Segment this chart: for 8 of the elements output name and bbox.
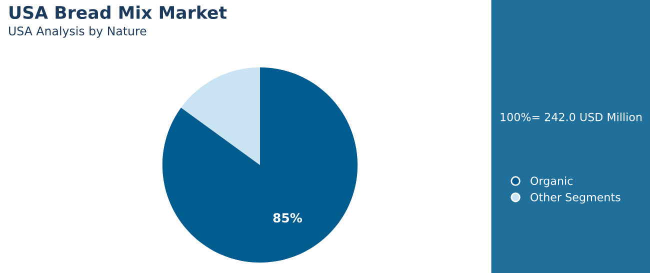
data-label: 85% xyxy=(273,213,302,223)
chart-subtitle: USA Analysis by Nature xyxy=(9,26,146,38)
chart-title: USA Bread Mix Market xyxy=(10,6,227,20)
text: 100%= 242.0 USD Million xyxy=(500,112,642,122)
legend-label: Other Segments xyxy=(530,192,620,204)
pie-slice xyxy=(162,67,358,263)
legend-label: Organic xyxy=(530,176,573,188)
pie-slice xyxy=(181,67,260,165)
